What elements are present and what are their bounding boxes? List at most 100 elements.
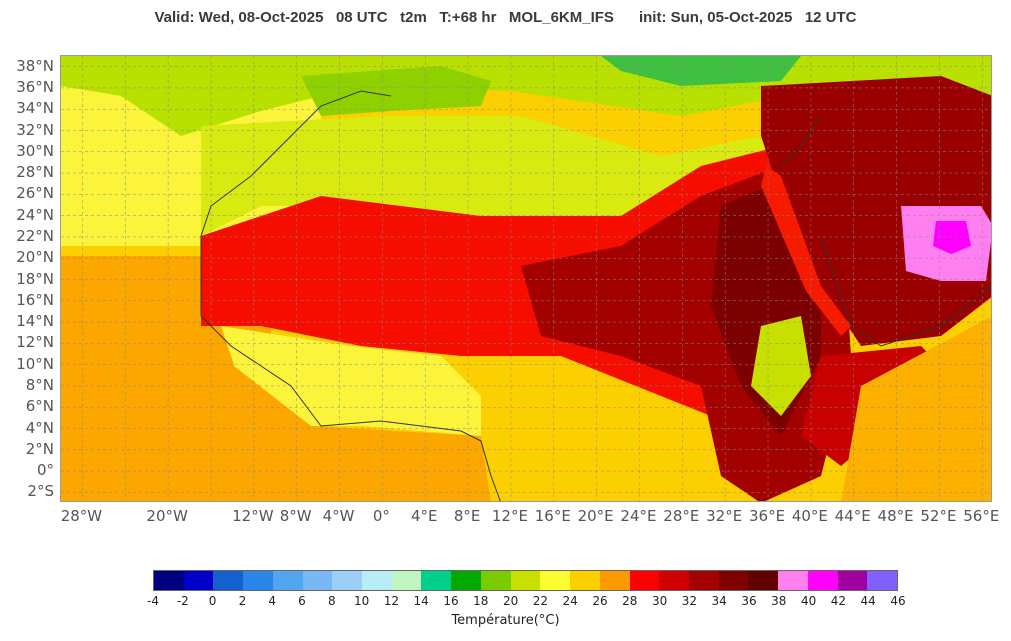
lon-label: 12°W <box>232 507 274 525</box>
lon-label: 4°W <box>322 507 355 525</box>
coastline <box>200 90 991 501</box>
colorbar-tick: 16 <box>443 594 459 608</box>
lat-label: 8°N <box>25 375 54 394</box>
lon-label: 44°E <box>834 507 871 525</box>
colorbar-swatch <box>213 571 244 590</box>
lon-label: 8°E <box>453 507 481 525</box>
lon-label: 20°E <box>577 507 614 525</box>
colorbar-swatch <box>718 571 749 590</box>
lat-label: 34°N <box>16 99 54 118</box>
colorbar-tick: 46 <box>890 594 906 608</box>
colorbar-tick: -4 <box>147 594 159 608</box>
colorbar-tick: 40 <box>800 594 817 608</box>
colorbar-tick: 36 <box>741 594 757 608</box>
temperature-map <box>60 55 992 502</box>
lat-label: 0° <box>36 461 54 480</box>
lat-label: 10°N <box>16 354 54 373</box>
lon-label: 48°E <box>877 507 914 525</box>
lat-label: 26°N <box>16 184 54 203</box>
colorbar-tick: 0 <box>208 594 217 608</box>
red-sea <box>761 166 851 336</box>
colorbar-swatch <box>332 571 363 590</box>
lat-label: 18°N <box>16 269 54 288</box>
colorbar-tick: 4 <box>268 594 277 608</box>
colorbar-tick: 38 <box>771 594 787 608</box>
colorbar-swatch <box>540 571 571 590</box>
lon-label: 36°E <box>748 507 786 525</box>
map-title: Valid: Wed, 08-Oct-2025 08 UTC t2m T:+68… <box>154 9 857 26</box>
colorbar-tick: 18 <box>473 594 489 608</box>
colorbar-swatch <box>183 571 214 590</box>
colorbar-tick: 10 <box>353 594 370 608</box>
colorbar-label: Température(°C) <box>451 613 560 628</box>
lon-label: 16°E <box>534 507 571 525</box>
colorbar-swatch <box>807 571 838 590</box>
lat-label: 22°N <box>16 226 54 245</box>
colorbar-tick: 44 <box>860 594 876 608</box>
colorbar-swatch <box>778 571 808 590</box>
colorbar-swatch <box>629 571 660 590</box>
lat-label: 38°N <box>16 56 54 75</box>
colorbar-tick: 24 <box>562 594 578 608</box>
lon-label: 56°E <box>963 507 1000 525</box>
colorbar-tick: 6 <box>298 594 306 608</box>
colorbar-swatch <box>243 571 273 590</box>
indian-ocean <box>841 317 991 501</box>
colorbar-tick: 8 <box>327 594 336 608</box>
colorbar-swatch <box>480 571 511 590</box>
colorbar-tick: 26 <box>592 594 608 608</box>
colorbar-tick: 12 <box>383 594 400 608</box>
colorbar-swatch <box>748 571 779 590</box>
lat-label: 2°N <box>25 439 54 458</box>
lat-label: 30°N <box>16 141 54 160</box>
colorbar-tick: 14 <box>413 594 429 608</box>
colorbar-tick: 42 <box>830 594 847 608</box>
lat-label: 2°S <box>27 482 54 501</box>
colorbar-swatch <box>867 571 897 590</box>
colorbar-swatch <box>302 571 333 590</box>
lon-label: 40°E <box>791 507 828 525</box>
lat-label: 32°N <box>16 120 54 139</box>
ethiopia-highlands <box>751 316 811 416</box>
colorbar-tick: 28 <box>622 594 638 608</box>
map-grid <box>61 56 991 501</box>
lat-label: 4°N <box>25 418 54 437</box>
lon-label: 32°E <box>706 507 743 525</box>
arabia-magenta <box>933 221 971 254</box>
colorbar-tick: 2 <box>238 594 247 608</box>
colorbar-swatch <box>510 571 541 590</box>
lat-label: 36°N <box>16 77 54 96</box>
colorbar-swatch <box>272 571 303 590</box>
colorbar-swatch <box>421 571 452 590</box>
colorbar-swatch <box>362 571 392 590</box>
lat-label: 20°N <box>16 248 54 267</box>
gulf-guinea-sea <box>61 356 491 501</box>
colorbar-swatch <box>154 571 184 590</box>
lon-label: 20°W <box>146 507 188 525</box>
lat-label: 12°N <box>16 333 54 352</box>
colorbar-swatch <box>599 571 630 590</box>
green-coast <box>601 56 801 86</box>
lon-label: 24°E <box>620 507 657 525</box>
map-svg <box>61 56 991 501</box>
colorbar-tick: -2 <box>176 594 189 608</box>
lon-label: 0° <box>372 507 390 525</box>
colorbar-swatch <box>570 571 600 590</box>
colorbar-swatch <box>659 571 689 590</box>
lon-label: 52°E <box>920 507 957 525</box>
lat-label: 16°N <box>16 290 54 309</box>
colorbar <box>153 570 898 591</box>
lat-label: 6°N <box>25 397 54 416</box>
colorbar-tick: 30 <box>651 594 668 608</box>
lon-label: 28°E <box>663 507 700 525</box>
colorbar-swatch <box>391 571 422 590</box>
colorbar-swatch <box>688 571 719 590</box>
colorbar-tick: 32 <box>681 594 698 608</box>
lon-label: 4°E <box>410 507 438 525</box>
colorbar-tick: 20 <box>502 594 519 608</box>
colorbar-swatch <box>837 571 868 590</box>
colorbar-swatch <box>451 571 481 590</box>
colorbar-tick: 34 <box>711 594 727 608</box>
colorbar-tick: 22 <box>532 594 549 608</box>
lat-label: 28°N <box>16 163 54 182</box>
